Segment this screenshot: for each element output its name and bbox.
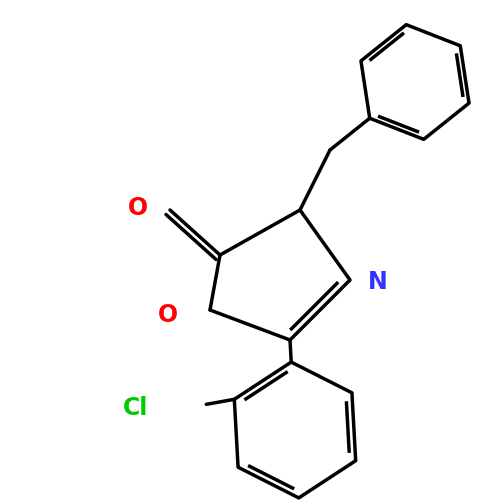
Text: O: O [128,196,148,220]
Text: N: N [368,270,388,294]
Text: O: O [158,303,178,327]
Text: Cl: Cl [122,396,148,420]
